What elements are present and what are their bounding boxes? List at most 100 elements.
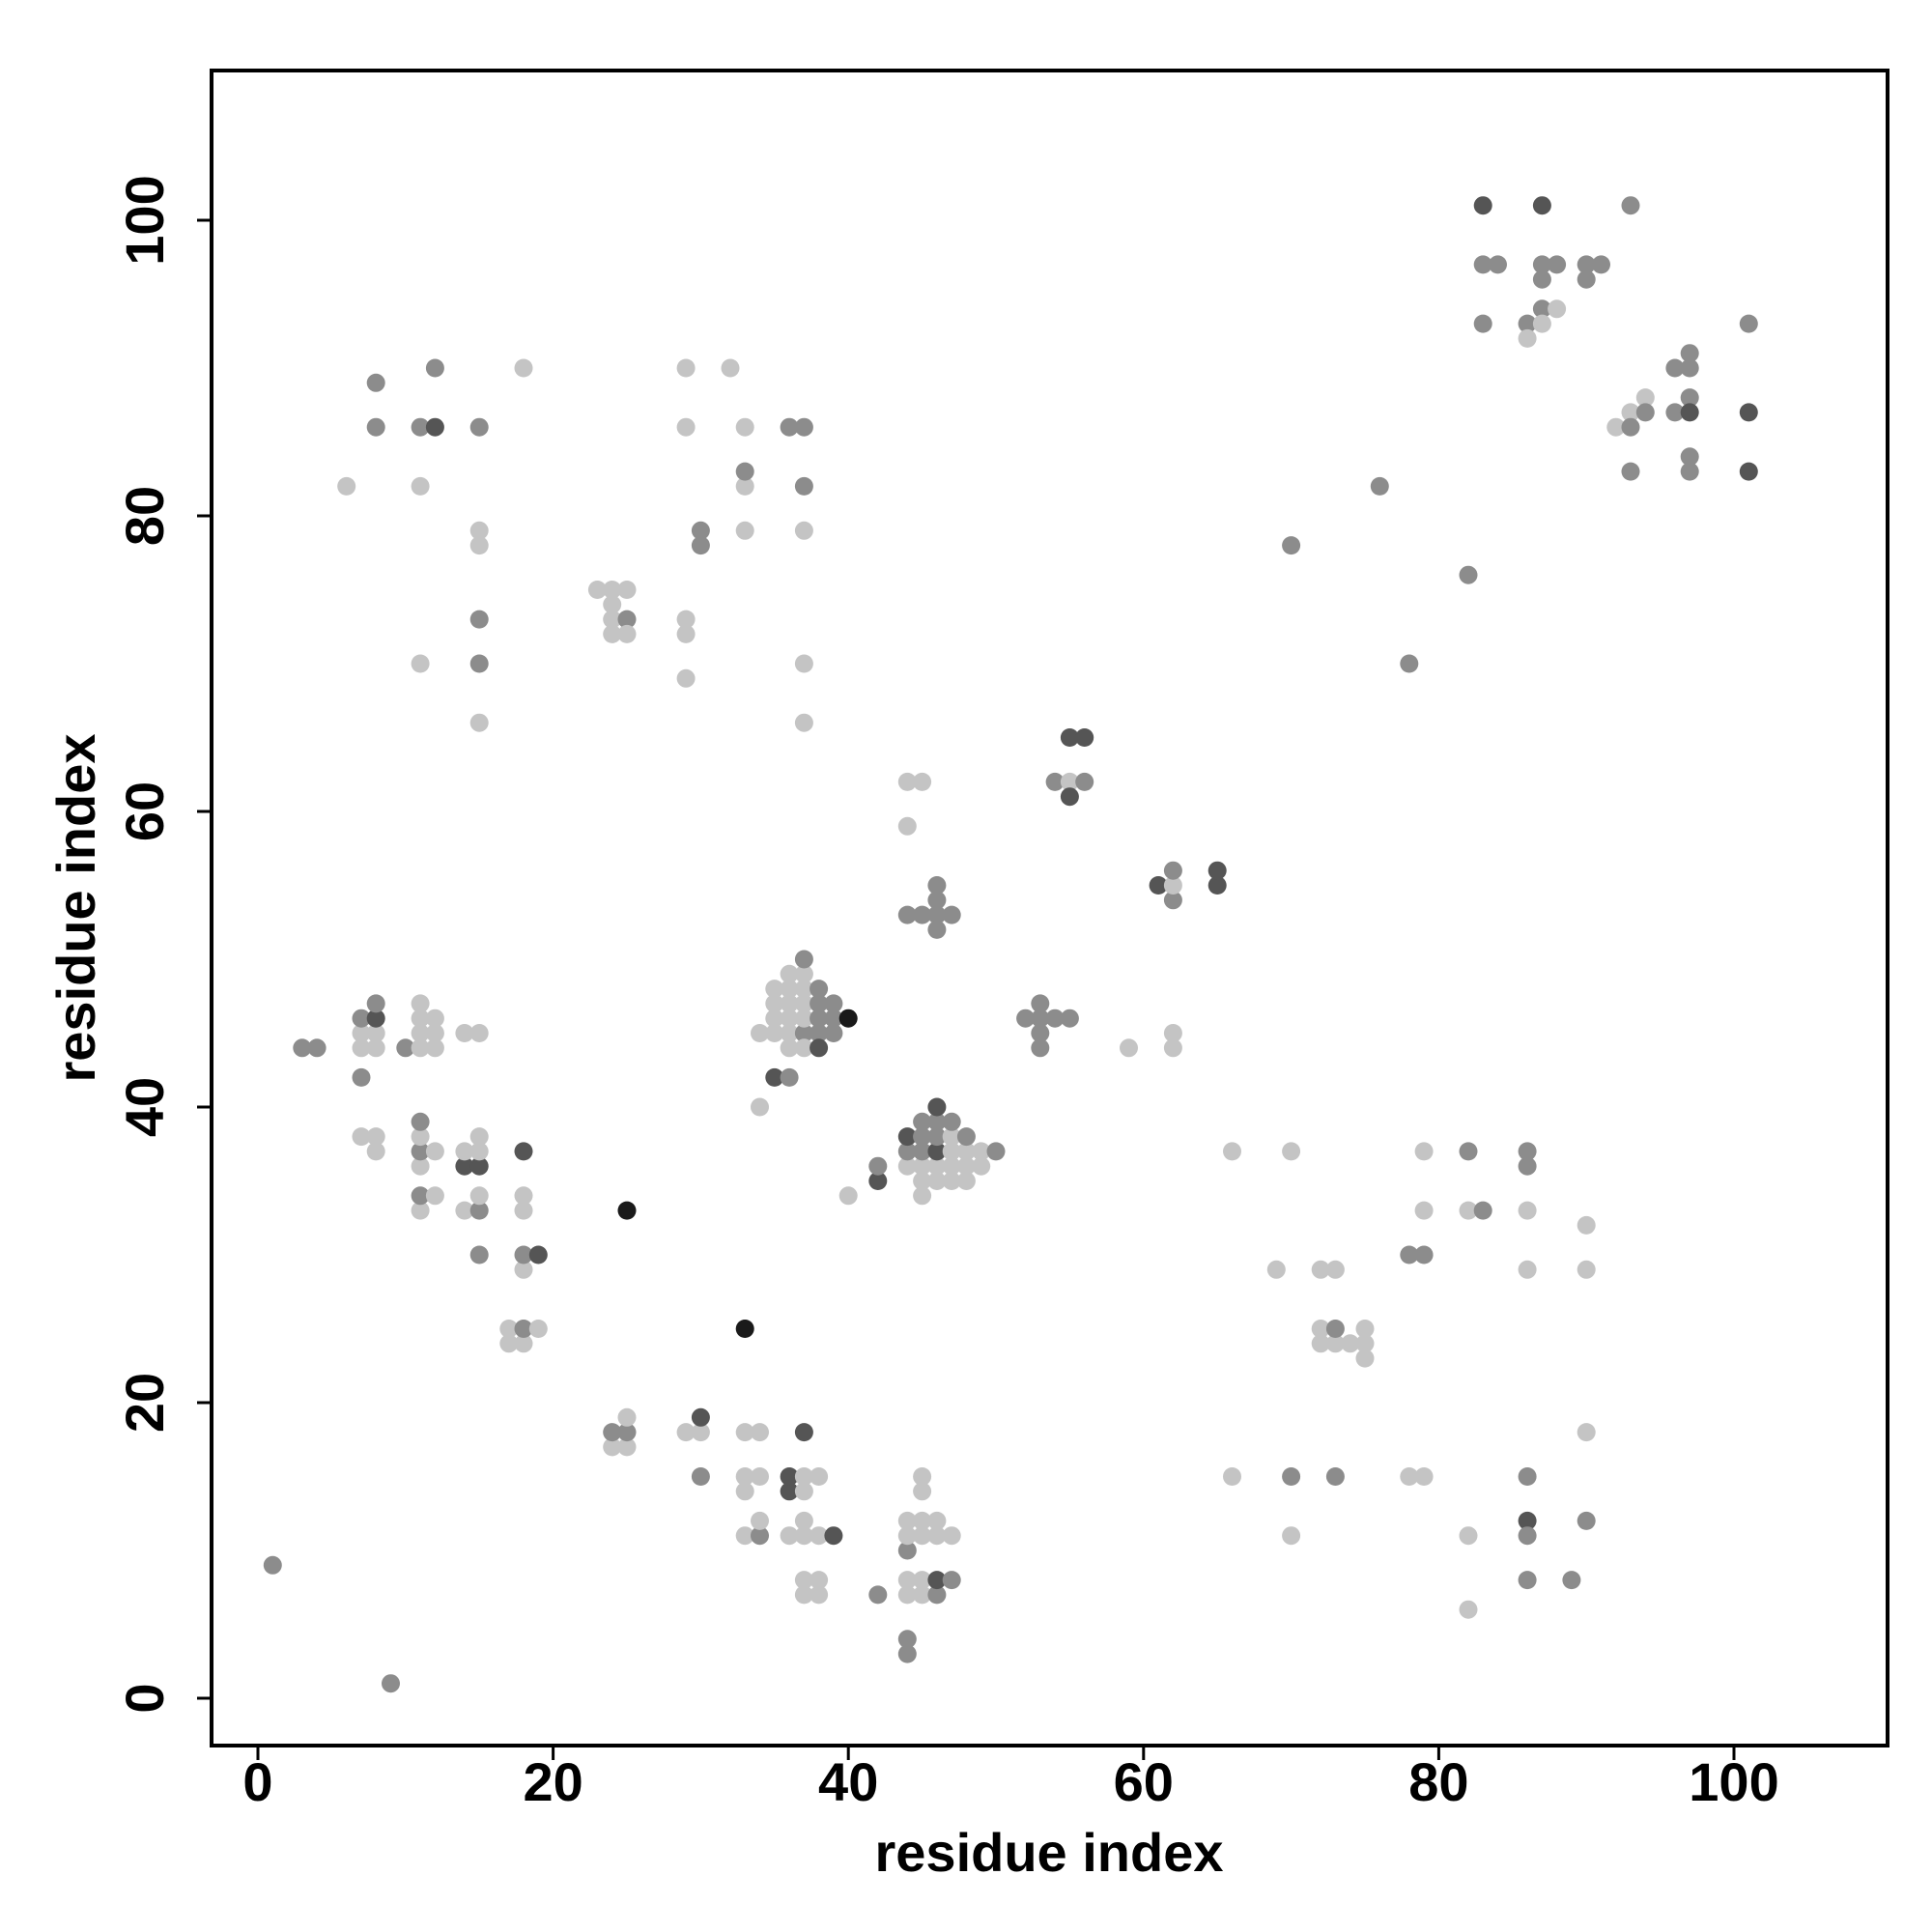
data-point <box>411 1038 430 1058</box>
data-point <box>1370 476 1389 496</box>
data-point <box>913 1585 932 1605</box>
data-point <box>603 595 622 614</box>
data-point <box>1532 314 1551 333</box>
data-point <box>1414 1201 1434 1220</box>
data-point <box>897 1630 917 1649</box>
x-tick-label: 80 <box>1408 1751 1468 1812</box>
data-point <box>1031 1009 1050 1028</box>
data-point <box>913 1172 932 1190</box>
data-point <box>780 1482 799 1501</box>
data-point <box>913 1112 932 1131</box>
data-point <box>913 1186 932 1206</box>
data-point <box>794 1009 813 1028</box>
data-point <box>794 654 813 673</box>
data-point <box>1518 1260 1537 1279</box>
data-point <box>927 1142 947 1161</box>
data-point <box>913 1482 932 1501</box>
data-point <box>1739 314 1758 333</box>
data-point <box>1163 1038 1182 1058</box>
data-point <box>1532 196 1551 215</box>
data-point <box>1739 403 1758 422</box>
data-point <box>897 1127 917 1147</box>
data-point <box>794 417 813 437</box>
data-point <box>794 1024 813 1042</box>
data-point <box>868 1156 888 1176</box>
data-point <box>617 581 637 599</box>
data-point <box>1325 1467 1345 1486</box>
data-point <box>691 1423 710 1442</box>
data-point <box>528 1320 548 1338</box>
data-point <box>514 1334 533 1353</box>
data-point <box>956 1172 976 1190</box>
data-point <box>425 417 444 437</box>
data-point <box>1400 1467 1419 1486</box>
data-point <box>927 1127 947 1147</box>
data-point <box>1060 1009 1079 1028</box>
data-point <box>1075 728 1094 747</box>
data-point <box>794 1467 813 1486</box>
x-axis: 0 20 40 60 80 100 <box>242 1746 1779 1812</box>
data-point <box>617 610 637 629</box>
data-point <box>514 1245 533 1264</box>
data-point <box>913 1467 932 1486</box>
data-point <box>794 1482 813 1501</box>
data-point <box>617 624 637 643</box>
data-point <box>780 1067 799 1087</box>
data-point <box>1518 328 1537 348</box>
data-point <box>514 1320 533 1338</box>
data-point <box>810 1467 829 1486</box>
data-point <box>1473 196 1492 215</box>
data-point <box>307 1038 327 1058</box>
data-point <box>780 994 799 1013</box>
data-point <box>897 1644 917 1663</box>
data-point <box>765 994 784 1013</box>
data-point <box>1355 1349 1375 1368</box>
data-point <box>897 1156 917 1176</box>
data-point <box>735 476 754 496</box>
data-point <box>1208 861 1227 880</box>
data-point <box>1680 388 1699 408</box>
data-point <box>1592 255 1610 274</box>
data-point <box>794 964 813 983</box>
data-point <box>765 980 784 999</box>
data-point <box>942 1112 961 1131</box>
data-point <box>1355 1334 1375 1353</box>
data-point <box>455 1142 474 1161</box>
data-point <box>1562 1571 1581 1590</box>
y-tick-label: 80 <box>114 486 175 546</box>
data-point <box>956 1127 976 1147</box>
x-tick-label: 20 <box>523 1751 582 1812</box>
data-point <box>972 1142 991 1161</box>
y-tick-label: 40 <box>114 1077 175 1137</box>
data-point <box>1311 1334 1330 1353</box>
data-point <box>263 1555 282 1575</box>
data-point <box>810 1526 829 1546</box>
data-point <box>676 417 696 437</box>
data-point <box>1400 654 1419 673</box>
data-point <box>587 581 607 599</box>
data-point <box>1325 1334 1345 1353</box>
data-point <box>455 1201 474 1220</box>
data-point <box>897 1585 917 1605</box>
plot-frame <box>210 69 1889 1747</box>
data-point <box>735 1467 754 1486</box>
data-point <box>1518 1142 1537 1161</box>
data-point <box>1031 994 1050 1013</box>
data-point <box>913 1571 932 1590</box>
data-point <box>972 1156 991 1176</box>
y-tick-label: 60 <box>114 781 175 841</box>
data-point <box>780 964 799 983</box>
data-point <box>810 1585 829 1605</box>
data-point <box>1680 344 1699 363</box>
data-point <box>1606 417 1626 437</box>
data-point <box>1149 876 1168 895</box>
data-point <box>824 1009 843 1028</box>
data-point <box>927 1511 947 1530</box>
data-point <box>1518 1156 1537 1176</box>
data-point <box>352 1009 371 1028</box>
data-point <box>927 1112 947 1131</box>
data-point <box>352 1127 371 1147</box>
data-point <box>735 1320 754 1338</box>
data-point <box>810 1009 829 1028</box>
